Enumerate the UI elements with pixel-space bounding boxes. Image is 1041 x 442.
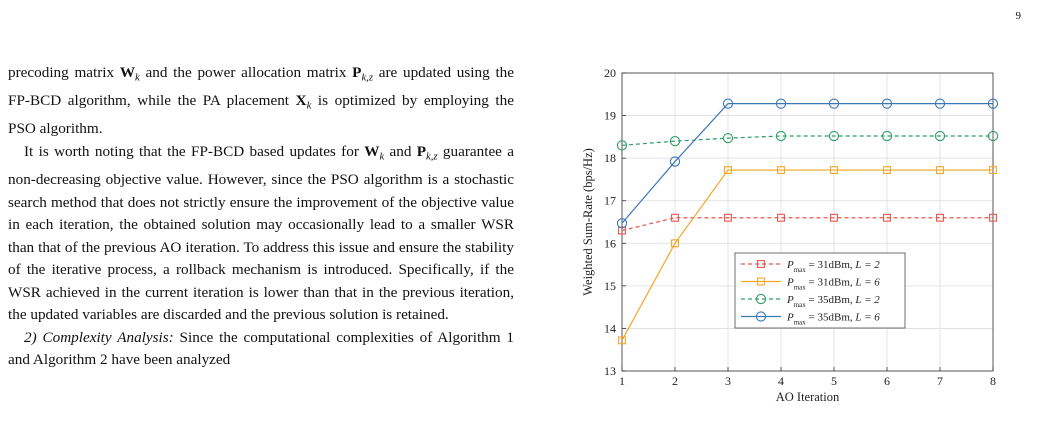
data-point-marker <box>883 166 891 175</box>
data-point-marker <box>987 98 999 109</box>
series-line <box>621 103 993 224</box>
legend-entry: Pmax = 31dBm, L = 2 <box>741 259 880 274</box>
legend-entry: Pmax = 31dBm, L = 6 <box>741 277 880 292</box>
data-point-marker <box>828 98 840 109</box>
legend-label: Pmax = 35dBm, L = 2 <box>786 294 880 309</box>
data-point-marker <box>724 166 732 175</box>
paragraph-2: It is worth noting that the FP-BCD based… <box>8 142 515 324</box>
legend-label: Pmax = 35dBm, L = 6 <box>786 312 880 327</box>
paragraph-1: precoding matrix Wk and the power alloca… <box>8 64 515 138</box>
legend-entry: Pmax = 35dBm, L = 2 <box>741 293 880 309</box>
y-tick-label: 18 <box>604 151 616 165</box>
series-group <box>618 166 997 345</box>
y-tick-label: 20 <box>604 66 616 80</box>
wsr-line-chart: 1 2 3 4 5 6 7 8 13 14 15 16 17 18 19 20 Pmax = 31dBm, L… <box>581 66 999 404</box>
data-point-marker <box>881 130 893 142</box>
x-tick-label: 2 <box>672 374 678 388</box>
y-tick-label: 19 <box>604 109 616 123</box>
data-point-marker <box>881 98 893 109</box>
data-point-marker <box>757 277 765 286</box>
body-text-column: precoding matrix Wk and the power alloca… <box>8 62 514 372</box>
series-group <box>616 98 999 229</box>
x-tick-label: 8 <box>990 374 996 388</box>
data-point-marker <box>828 130 840 142</box>
data-point-marker <box>830 213 838 222</box>
data-point-marker <box>616 218 628 229</box>
data-point-marker <box>989 213 997 222</box>
data-point-marker <box>671 213 679 222</box>
x-tick-label: 4 <box>778 374 784 388</box>
data-point-marker <box>883 213 891 222</box>
data-point-marker <box>775 130 787 142</box>
data-point-marker <box>757 260 765 268</box>
data-point-marker <box>755 293 767 305</box>
page-number: 9 <box>1015 10 1022 22</box>
data-point-marker <box>755 311 767 322</box>
x-tick-label: 7 <box>937 374 943 388</box>
paragraph-3: 2) Complexity Analysis: Since the comput… <box>8 328 514 369</box>
legend-entry: Pmax = 35dBm, L = 6 <box>741 311 880 327</box>
data-point-marker <box>830 166 838 175</box>
wsr-figure: 1 2 3 4 5 6 7 8 13 14 15 16 17 18 19 20 Pmax = 31dBm, L… <box>560 60 1030 437</box>
x-tick-label: 5 <box>831 374 837 388</box>
series-line <box>621 135 993 146</box>
data-point-marker <box>934 98 946 109</box>
y-tick-label: 14 <box>604 321 616 335</box>
data-point-marker <box>775 98 787 109</box>
x-axis-label: AO Iteration <box>776 390 840 404</box>
series-group <box>618 213 997 235</box>
legend-box <box>734 252 906 329</box>
data-point-marker <box>722 132 734 144</box>
y-tick-label: 16 <box>604 236 616 250</box>
x-tick-label: 1 <box>619 374 625 388</box>
data-point-marker <box>671 239 679 248</box>
data-point-marker <box>777 166 785 175</box>
x-tick-label: 3 <box>725 374 731 388</box>
data-point-marker <box>934 130 946 142</box>
series-line <box>621 169 993 341</box>
data-point-marker <box>987 130 999 142</box>
series-group <box>616 130 999 151</box>
series-line <box>621 217 993 232</box>
plot-frame <box>621 72 994 372</box>
y-tick-label: 15 <box>604 279 616 293</box>
data-point-marker <box>669 156 681 167</box>
data-point-marker <box>722 98 734 109</box>
data-point-marker <box>616 140 628 151</box>
data-point-marker <box>669 135 681 147</box>
data-point-marker <box>936 213 944 222</box>
data-point-marker <box>777 213 785 222</box>
data-point-marker <box>936 166 944 175</box>
data-point-marker <box>618 226 626 235</box>
legend-label: Pmax = 31dBm, L = 2 <box>786 259 880 274</box>
data-point-marker <box>724 213 732 222</box>
x-tick-label: 6 <box>884 374 890 388</box>
legend-label: Pmax = 31dBm, L = 6 <box>786 277 880 292</box>
data-point-marker <box>989 166 997 175</box>
y-tick-label: 13 <box>604 364 616 378</box>
data-point-marker <box>618 336 626 345</box>
y-tick-label: 17 <box>604 194 616 208</box>
y-axis-label: Weighted Sum-Rate (bps/Hz) <box>581 148 595 296</box>
